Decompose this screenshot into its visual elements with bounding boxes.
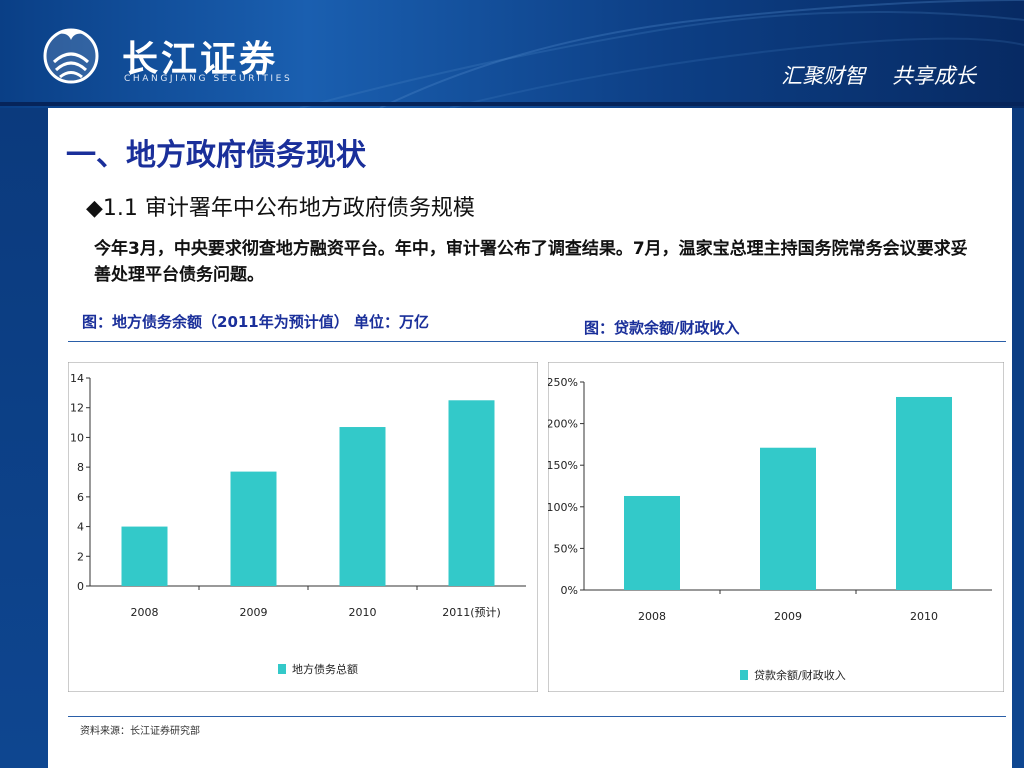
logo-mark-icon — [43, 28, 99, 84]
y-tick-label: 8 — [77, 461, 84, 474]
bar — [339, 427, 386, 586]
slide-subtitle: ◆1.1 审计署年中公布地方政府债务规模 — [86, 196, 475, 221]
chart-local-debt: 0 2 4 6 8 10 12 14 2008 2009 2010 2011(预计) 地方债务总额 — [68, 362, 538, 692]
right-side-bar — [1012, 108, 1024, 768]
bar — [448, 400, 495, 586]
x-tick-label: 2009 — [774, 610, 802, 623]
y-tick-label: 4 — [77, 521, 84, 534]
figure1-caption: 图：地方债务余额（2011年为预计值） 单位：万亿 — [82, 313, 429, 331]
y-tick-label: 200% — [548, 418, 578, 431]
legend-swatch — [740, 670, 748, 680]
slide-body-text: 今年3月，中央要求彻查地方融资平台。年中，审计署公布了调查结果。7月，温家宝总理… — [94, 239, 968, 285]
y-tick-label: 250% — [548, 376, 578, 389]
bar — [760, 447, 816, 590]
figure2-caption: 图：贷款余额/财政收入 — [584, 319, 740, 337]
header-decor-lines — [0, 0, 1024, 108]
left-side-bar — [0, 108, 48, 768]
x-tick-label: 2010 — [910, 610, 938, 623]
bar — [624, 495, 680, 590]
y-tick-label: 12 — [70, 402, 84, 415]
y-tick-label: 14 — [70, 372, 84, 385]
slide-title: 一、地方政府债务现状 — [66, 138, 366, 173]
y-tick-label: 2 — [77, 550, 84, 563]
header-banner: 长江证券 CHANGJIANG SECURITIES 汇聚财智 共享成长 — [0, 0, 1024, 108]
x-tick-label: 2011(预计) — [442, 606, 501, 619]
bar — [896, 396, 952, 590]
y-tick-label: 0 — [77, 580, 84, 593]
source-note: 资料来源：长江证券研究部 — [80, 726, 200, 737]
chart-loan-to-revenue: 0% 50% 100% 150% 200% 250% 2008 2009 2010 贷款余额/财政… — [548, 362, 1004, 692]
y-tick-label: 150% — [548, 459, 578, 472]
legend-swatch — [278, 664, 286, 674]
y-tick-label: 0% — [561, 584, 578, 597]
header-slogan: 汇聚财智 共享成长 — [781, 64, 976, 88]
bar — [121, 526, 168, 586]
logo-english-name: CHANGJIANG SECURITIES — [124, 74, 293, 84]
legend-label: 地方债务总额 — [292, 662, 358, 676]
x-tick-label: 2008 — [638, 610, 666, 623]
y-tick-label: 10 — [70, 431, 84, 444]
y-tick-label: 50% — [554, 542, 578, 555]
x-tick-label: 2010 — [349, 606, 377, 619]
y-tick-label: 100% — [548, 501, 578, 514]
footer-divider — [68, 716, 1006, 717]
y-tick-label: 6 — [77, 491, 84, 504]
x-tick-label: 2008 — [131, 606, 159, 619]
bar — [230, 471, 277, 586]
company-logo: 长江证券 CHANGJIANG SECURITIES — [40, 22, 290, 90]
logo-chinese-name: 长江证券 — [122, 39, 279, 80]
legend-label: 贷款余额/财政收入 — [754, 668, 846, 682]
caption-divider — [68, 341, 1006, 342]
x-tick-label: 2009 — [240, 606, 268, 619]
